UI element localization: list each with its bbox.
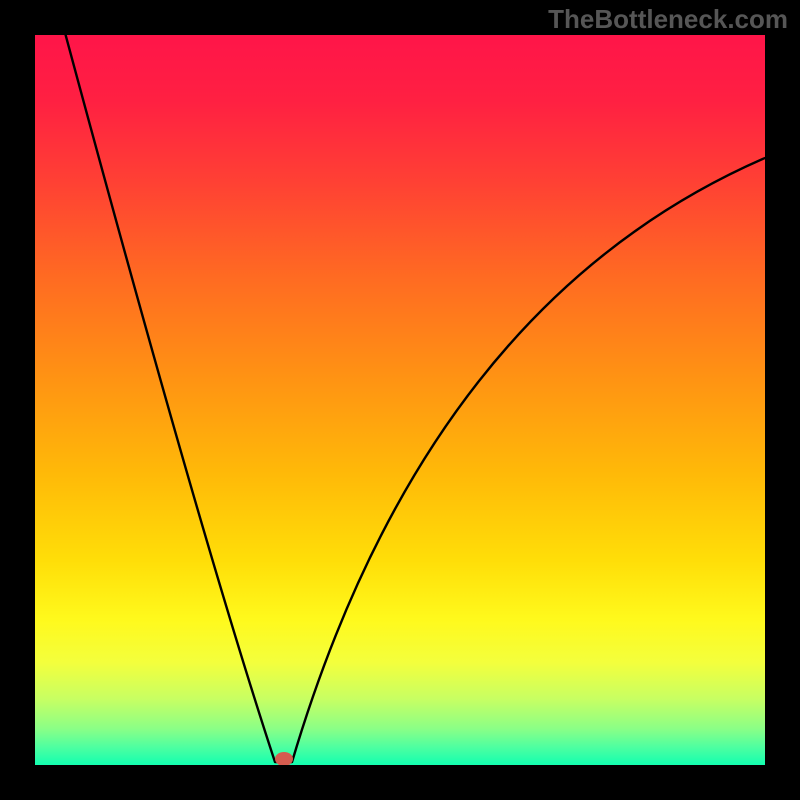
plot-area bbox=[35, 35, 765, 765]
plot-svg bbox=[35, 35, 765, 765]
outer-frame: TheBottleneck.com bbox=[0, 0, 800, 800]
gradient-background bbox=[35, 35, 765, 765]
watermark-text: TheBottleneck.com bbox=[548, 4, 788, 35]
